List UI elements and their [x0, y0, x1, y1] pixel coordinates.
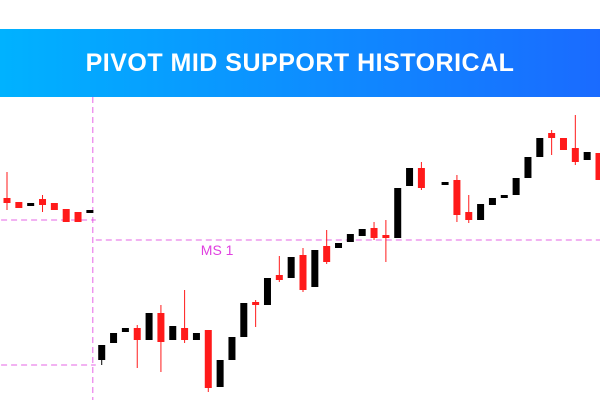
candle-body [358, 229, 366, 236]
candle-body [370, 228, 378, 238]
candle-body [524, 157, 532, 178]
candle-body [559, 138, 567, 150]
candle-body [15, 202, 23, 208]
candle-body [192, 333, 200, 340]
candle-body [50, 203, 58, 210]
candle-body [181, 328, 189, 340]
candle-body [110, 333, 118, 343]
candle-body [536, 138, 544, 157]
candle-body [382, 235, 390, 238]
candle-body [169, 326, 177, 340]
candle-body [441, 182, 449, 185]
candle-body [204, 330, 212, 388]
chart-title: PIVOT MID SUPPORT HISTORICAL [0, 29, 600, 97]
candle-body [263, 278, 271, 305]
candle-body [216, 360, 224, 387]
candle-body [512, 178, 520, 195]
candle-body [465, 212, 473, 220]
candle-body [406, 168, 414, 186]
candle-body [3, 198, 11, 203]
candle-body [335, 243, 343, 248]
candle-body [346, 234, 354, 242]
candle-body [595, 153, 600, 180]
candle-body [252, 302, 260, 305]
candle-body [488, 198, 496, 205]
candle-body [323, 246, 331, 262]
candle-body [417, 168, 425, 188]
candle-body [477, 204, 485, 220]
candle-body [27, 203, 35, 206]
candle-body [299, 255, 307, 290]
candle-body [145, 313, 153, 340]
candle-body [571, 148, 579, 162]
candle-body [394, 188, 402, 238]
candle-body [287, 257, 295, 278]
candle-body [133, 328, 141, 340]
candle-body [240, 303, 248, 337]
candle-body [228, 337, 236, 360]
candle-body [453, 180, 461, 215]
candle-body [548, 133, 556, 138]
candle-body [39, 199, 47, 205]
candle-body [275, 275, 283, 280]
candle-body [121, 328, 129, 332]
candle-body [583, 152, 591, 160]
candle-body [62, 209, 70, 222]
candle-body [86, 210, 94, 213]
candle-body [157, 313, 165, 342]
candle-body [98, 345, 106, 360]
candle-body [311, 250, 319, 287]
level-label: MS 1 [201, 242, 234, 258]
candle-body [74, 212, 82, 222]
candle-body [500, 195, 508, 198]
